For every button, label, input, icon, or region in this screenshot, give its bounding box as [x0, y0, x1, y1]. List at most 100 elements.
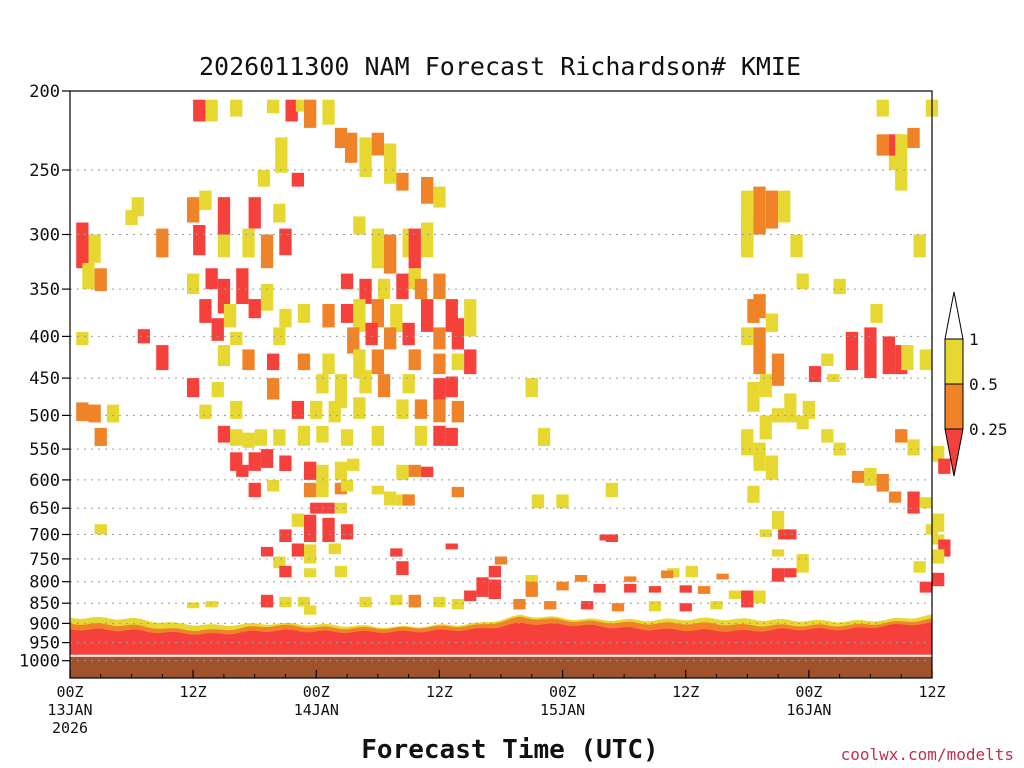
legend-bottom-arrow — [944, 428, 964, 477]
ri-cell — [611, 603, 625, 612]
ri-cell — [273, 556, 286, 569]
ri-cell — [593, 583, 606, 593]
ri-cell — [242, 349, 255, 371]
ri-cell — [371, 425, 384, 446]
ri-cell — [242, 432, 255, 448]
ri-cell — [248, 299, 261, 319]
ri-cell — [267, 353, 280, 371]
legend-label: 1 — [969, 330, 979, 349]
ri-cell — [932, 534, 945, 545]
ri-cell — [864, 474, 877, 483]
ri-cell — [451, 318, 464, 350]
ri-cell — [279, 596, 292, 608]
ri-cell — [310, 400, 323, 419]
ri-cell — [421, 299, 434, 332]
ri-cell — [685, 565, 698, 578]
ri-cell — [156, 228, 169, 258]
chart-title: 2026011300 NAM Forecast Richardson# KMIE — [199, 52, 801, 81]
x-tick-label: 12Z — [180, 683, 207, 701]
ri-cell — [267, 99, 280, 114]
ri-cell — [464, 590, 477, 602]
credit-text: coolwx.com/modelts — [841, 745, 1014, 764]
ri-cell — [907, 127, 920, 148]
ri-cell — [242, 228, 255, 258]
ri-cell — [248, 482, 261, 498]
ri-cell — [199, 404, 212, 419]
ri-cell — [260, 234, 274, 269]
ri-cell — [279, 565, 292, 578]
x-tick-date: 16JAN — [786, 701, 831, 719]
ri-cell — [94, 427, 107, 446]
x-axis-title: Forecast Time (UTC) — [361, 735, 658, 765]
ri-cell — [753, 294, 766, 319]
ri-cell — [833, 442, 846, 456]
ri-cell — [257, 170, 271, 187]
ri-cell — [932, 445, 945, 462]
ri-cell — [340, 524, 354, 540]
ri-cell — [433, 596, 446, 608]
ri-cell — [275, 137, 288, 173]
ri-cell — [759, 415, 772, 440]
ri-cell — [747, 382, 760, 412]
ri-cell — [260, 449, 274, 468]
ri-cell — [408, 594, 421, 608]
ri-cell — [464, 349, 477, 375]
ri-cell — [217, 425, 231, 443]
legend-box-yellow — [944, 338, 964, 385]
ri-cell — [390, 594, 403, 606]
ri-cell — [895, 134, 908, 163]
ri-cell — [304, 605, 317, 615]
ri-cell — [230, 400, 243, 419]
ri-cell — [359, 278, 372, 304]
ri-cell — [223, 304, 237, 328]
ri-cell — [396, 464, 409, 480]
ri-cell — [525, 575, 538, 582]
ri-cell — [790, 234, 803, 258]
ri-cell — [345, 132, 358, 163]
ri-cell — [94, 268, 107, 292]
ri-cell — [187, 602, 200, 609]
ri-cell — [796, 273, 809, 290]
ri-cell — [248, 452, 261, 471]
ri-cell — [753, 590, 766, 604]
ri-cell — [291, 400, 304, 419]
ri-cell — [876, 99, 889, 117]
ri-cell — [771, 353, 785, 386]
ri-cell — [230, 99, 243, 117]
y-tick-label: 1000 — [19, 652, 60, 672]
ri-cell — [267, 479, 280, 492]
x-tick-label: 12Z — [672, 683, 699, 701]
ri-cell — [932, 549, 945, 564]
ri-cell — [821, 353, 834, 366]
ri-cell — [476, 577, 489, 597]
ri-cell — [451, 486, 464, 498]
ri-cell — [648, 586, 662, 593]
ri-cell — [488, 565, 501, 578]
ri-cell — [433, 353, 446, 375]
ri-cell — [88, 404, 101, 423]
ri-cell — [661, 570, 674, 579]
ri-cell — [82, 262, 95, 290]
ri-cell — [76, 402, 89, 421]
ri-cell — [316, 479, 329, 498]
ri-cell — [334, 374, 348, 409]
ri-cell — [741, 429, 754, 456]
ri-cell — [864, 327, 877, 379]
y-tick-label: 750 — [29, 550, 60, 570]
ri-cell — [901, 345, 914, 371]
ri-cell — [260, 594, 274, 608]
ri-cell — [852, 470, 865, 483]
y-tick-label: 900 — [29, 614, 60, 634]
ri-cell — [870, 304, 883, 323]
ri-cell — [285, 99, 298, 122]
ri-cell — [494, 556, 508, 565]
ri-cell — [322, 353, 335, 375]
ri-cell — [913, 234, 926, 258]
ri-cell — [895, 162, 908, 191]
ri-cell — [451, 599, 464, 610]
ri-cell — [888, 491, 902, 503]
ri-cell — [260, 546, 274, 557]
ri-cell — [556, 494, 569, 509]
ri-cell — [895, 429, 908, 443]
